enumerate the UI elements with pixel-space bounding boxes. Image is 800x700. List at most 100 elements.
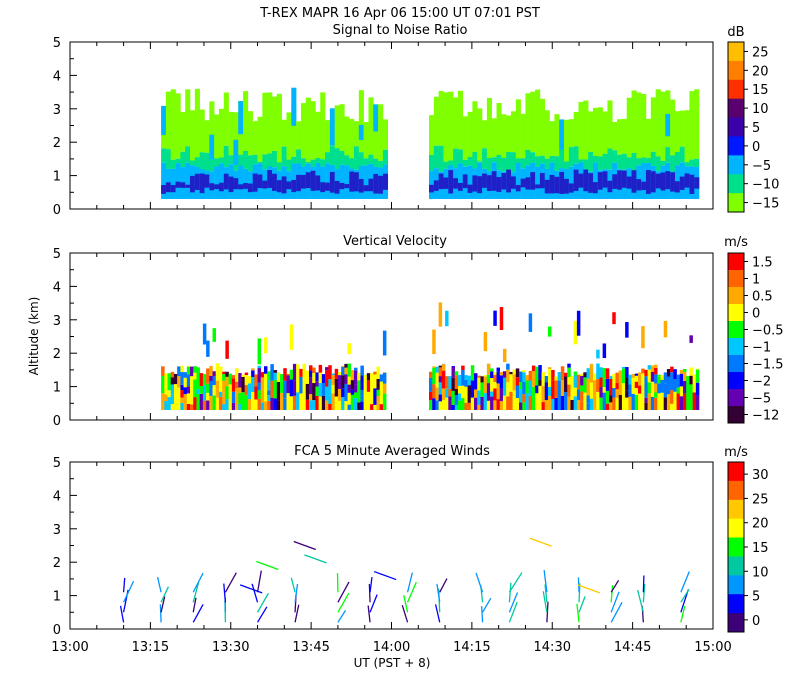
snr-cell: [646, 170, 652, 194]
snr-cell: [296, 174, 302, 192]
vv-cell: [202, 400, 207, 410]
snr-cell: [510, 176, 517, 189]
snr-cell: [161, 148, 167, 163]
vv-cell: [177, 402, 181, 410]
vv-cell: [337, 375, 342, 389]
snr-cell: [363, 165, 369, 199]
vv-cell: [448, 376, 452, 390]
vv-cell: [366, 380, 371, 392]
vv-cell: [567, 396, 571, 410]
vv-cell: [634, 394, 639, 410]
vv-cell: [289, 324, 294, 350]
vv-cell: [215, 370, 220, 381]
vv-cell: [312, 372, 316, 384]
snr-cell: [535, 156, 541, 167]
vv-cell: [512, 369, 517, 375]
snr-cell: [247, 155, 253, 172]
vv-cell: [215, 397, 220, 410]
y-tick-label: 1: [53, 590, 61, 605]
vv-cell: [228, 373, 233, 376]
vv-cell: [682, 371, 687, 381]
snr-cell: [296, 149, 302, 164]
vv-cell: [308, 365, 313, 371]
snr-cell: [373, 158, 379, 167]
vv-cell: [654, 397, 658, 410]
vv-cell: [609, 402, 613, 410]
vv-cell: [654, 392, 658, 398]
vv-cell: [615, 397, 619, 410]
snr-cell: [267, 170, 273, 188]
vv-cell: [161, 393, 165, 410]
vv-cell: [321, 374, 326, 384]
snr-cell: [535, 89, 541, 157]
snr-cell: [636, 92, 642, 159]
vv-cell: [637, 393, 642, 410]
snr-cell: [670, 99, 676, 156]
vv-cell: [363, 375, 368, 387]
vv-cell: [467, 385, 472, 403]
vv-cell: [228, 392, 233, 410]
snr-cell: [530, 91, 536, 153]
vv-cell: [506, 396, 510, 410]
vv-cell: [461, 370, 465, 386]
snr-cell: [443, 161, 449, 169]
vv-cell: [551, 369, 555, 381]
vv-cell: [260, 389, 265, 403]
vv-cell: [625, 377, 629, 391]
vv-cell: [435, 400, 439, 410]
vv-cell: [432, 398, 436, 410]
snr-cell: [358, 124, 364, 140]
vv-cell: [435, 366, 439, 373]
vv-cell: [273, 398, 278, 410]
vv-cell: [570, 375, 574, 383]
snr-cell: [257, 161, 263, 164]
vv-cell: [641, 373, 645, 392]
vv-cell: [209, 395, 213, 410]
x-tick-label: 15:00: [694, 640, 731, 655]
snr-cell: [506, 115, 512, 152]
vv-cell: [522, 394, 526, 403]
vv-cell: [554, 376, 558, 381]
vv-cell: [547, 368, 552, 387]
snr-cell: [363, 121, 369, 159]
vv-cell: [334, 378, 339, 397]
vv-cell: [654, 367, 658, 375]
snr-cell: [185, 162, 191, 199]
snr-cell: [194, 157, 200, 167]
vv-cell: [441, 400, 446, 410]
vv-cell: [457, 385, 462, 394]
vv-cell: [692, 374, 697, 383]
vv-cell: [373, 404, 377, 410]
wind-barb: [439, 578, 448, 593]
vv-cell: [502, 377, 507, 396]
winds-x-axis: 13:00 13:15 13:30 13:45 14:00 14:15 14:30 14:45…: [51, 462, 732, 655]
vv-cell: [379, 398, 384, 405]
vv-cell: [254, 399, 258, 410]
vv-cell: [650, 396, 655, 410]
colorbar-segment: [728, 155, 744, 175]
snr-cell: [535, 166, 541, 199]
colorbar-label: 10: [752, 565, 769, 580]
wind-barb: [293, 540, 316, 551]
vv-cell: [612, 312, 616, 325]
vv-cell: [341, 388, 345, 398]
snr-cell: [462, 116, 468, 160]
snr-cell: [305, 172, 311, 189]
vv-cell: [538, 385, 542, 400]
snr-cell: [467, 157, 473, 166]
vv-cell: [170, 394, 175, 405]
vv-x-axis: [69, 253, 714, 420]
vv-cell: [263, 337, 268, 354]
vv-cell: [373, 371, 377, 375]
snr-cell: [573, 169, 579, 191]
vv-cell: [218, 375, 223, 392]
vv-cell: [531, 371, 536, 387]
vv-cell: [583, 377, 587, 393]
vv-cell: [679, 386, 684, 397]
wind-barb: [436, 583, 441, 603]
vv-cell: [564, 376, 568, 393]
snr-cell: [334, 180, 340, 194]
snr-cell: [349, 171, 355, 192]
wind-barb: [337, 581, 350, 603]
y-tick-label: 5: [53, 36, 61, 51]
